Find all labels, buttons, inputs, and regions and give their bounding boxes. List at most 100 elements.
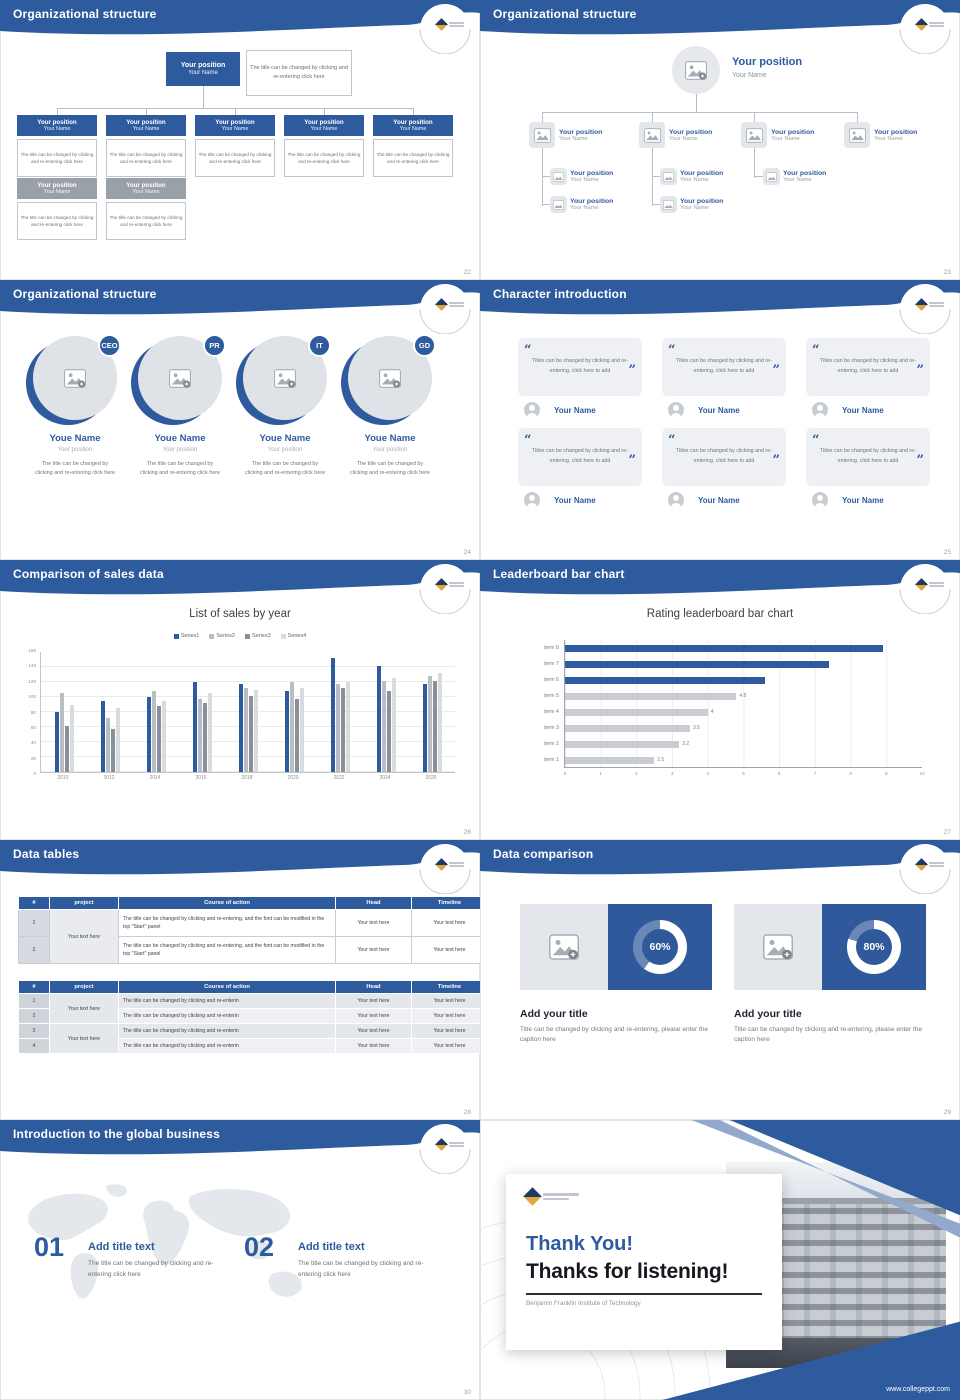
table-cell: The title can be changed by clicking and… bbox=[118, 936, 336, 964]
page-number: 22 bbox=[463, 269, 471, 276]
slide-thank-you[interactable]: Thank You! Thanks for listening! Benjami… bbox=[480, 1120, 960, 1400]
page-number: 25 bbox=[943, 549, 951, 556]
table-cell: Your text here bbox=[335, 909, 412, 937]
image-placeholder-icon bbox=[660, 168, 677, 185]
quote-text: Titles can be changed by clicking and re… bbox=[676, 358, 772, 374]
comparison-panel: 80% bbox=[734, 904, 926, 990]
connector-line bbox=[696, 94, 697, 112]
close-quote-icon: ” bbox=[916, 453, 924, 468]
person-row: Your Name bbox=[812, 492, 884, 508]
slide-header: Comparison of sales data bbox=[0, 560, 480, 614]
table-row: 4 The title can be changed by clicking a… bbox=[18, 1038, 480, 1054]
table-cell: Your text here bbox=[411, 909, 480, 937]
thank-you-title: Thank You! bbox=[526, 1233, 634, 1255]
profile-note: The title can be changed by clicking and… bbox=[35, 461, 115, 477]
name-label: Your Name bbox=[399, 126, 427, 132]
header-banner-graphic bbox=[0, 280, 480, 334]
step-number: 01 bbox=[34, 1232, 65, 1262]
position-label: Your position bbox=[559, 128, 603, 136]
quote-text: Titles can be changed by clicking and re… bbox=[820, 358, 916, 374]
quote-card: “Titles can be changed by clicking and r… bbox=[662, 338, 786, 396]
slide-27-leaderboard-bar-chart[interactable]: Leaderboard bar chart Rating leaderboard… bbox=[480, 560, 960, 840]
image-placeholder bbox=[734, 904, 822, 990]
slide-header: Organizational structure bbox=[480, 0, 960, 54]
connector-line bbox=[652, 112, 653, 122]
slide-title: Data comparison bbox=[493, 847, 594, 861]
table-cell: Your text here bbox=[411, 936, 480, 964]
name-label: Your Name bbox=[559, 135, 588, 142]
image-placeholder-icon bbox=[379, 368, 401, 388]
panel-caption: Title can be changed by clicking and re-… bbox=[520, 1026, 709, 1044]
image-placeholder-icon bbox=[550, 168, 567, 185]
table-header-cell: Course of action bbox=[118, 980, 336, 994]
name-label: Your Name bbox=[132, 189, 160, 195]
person-avatar-icon bbox=[812, 402, 828, 418]
table-cell: Your text here bbox=[411, 1008, 480, 1024]
person-row: Your Name bbox=[524, 402, 596, 418]
step-title: Add title text bbox=[298, 1241, 365, 1253]
header-banner-graphic bbox=[0, 560, 480, 614]
connector-line bbox=[754, 112, 755, 122]
profile-name: Youe Name bbox=[259, 433, 311, 444]
connector-line bbox=[754, 148, 755, 178]
image-placeholder-icon bbox=[763, 934, 793, 960]
slide-title: Leaderboard bar chart bbox=[493, 567, 625, 581]
slide-24-organizational-structure[interactable]: Organizational structure CEO Youe Name Y… bbox=[0, 280, 480, 560]
slide-28-data-tables[interactable]: Data tables # project Course of action H… bbox=[0, 840, 480, 1120]
table-cell: Your text here bbox=[49, 909, 119, 964]
org-root-note: The title can be changed by clicking and… bbox=[246, 50, 352, 96]
sales-legend-swatch bbox=[209, 633, 215, 639]
college-logo-icon bbox=[435, 298, 464, 311]
org-branch: Your position Your Name The title can be … bbox=[373, 115, 453, 177]
position-label: Your position bbox=[126, 119, 166, 126]
legend-item: Series1 bbox=[173, 633, 199, 639]
quote-text: Titles can be changed by clicking and re… bbox=[532, 448, 628, 464]
profile-photo: GD bbox=[341, 334, 436, 425]
slide-23-organizational-structure[interactable]: Organizational structure Your position Y… bbox=[480, 0, 960, 280]
profile-card: CEO Youe Name Your position The title ca… bbox=[26, 334, 124, 479]
connector-line bbox=[542, 176, 550, 177]
connector-line bbox=[57, 108, 58, 115]
page-number: 28 bbox=[463, 1109, 471, 1116]
name-label: Your Name bbox=[783, 177, 812, 183]
thank-you-subtitle: Thanks for listening! bbox=[526, 1260, 729, 1283]
table-cell: The title can be changed by clicking and… bbox=[118, 909, 336, 937]
connector-line bbox=[542, 148, 543, 206]
header-banner-graphic bbox=[480, 0, 960, 54]
image-placeholder-icon bbox=[660, 196, 677, 213]
slide-title: Data tables bbox=[13, 847, 80, 861]
position-label: Your position bbox=[874, 128, 918, 136]
panel-caption: Title can be changed by clicking and re-… bbox=[734, 1026, 923, 1044]
header-banner-graphic bbox=[0, 0, 480, 54]
table-header-cell: Head bbox=[335, 980, 412, 994]
person-row: Your Name bbox=[812, 402, 884, 418]
profile-position: Your position bbox=[57, 447, 93, 453]
person-avatar-icon bbox=[668, 492, 684, 508]
image-placeholder-icon bbox=[741, 122, 767, 148]
table-header-cell: project bbox=[49, 980, 119, 994]
header-banner-graphic bbox=[480, 560, 960, 614]
college-logo-icon bbox=[435, 578, 464, 591]
slide-header: Data comparison bbox=[480, 840, 960, 894]
org-branch-note: The title can be changed by clicking and… bbox=[195, 139, 275, 177]
profile-note: The title can be changed by clicking and… bbox=[350, 461, 430, 477]
slide-22-organizational-structure[interactable]: Organizational structure Your position Y… bbox=[0, 0, 480, 280]
slide-26-comparison-of-sales-data[interactable]: Comparison of sales data List of sales b… bbox=[0, 560, 480, 840]
slide-29-data-comparison[interactable]: Data comparison 60% Add your title Title… bbox=[480, 840, 960, 1120]
table-header-cell: Head bbox=[335, 896, 412, 910]
quote-card: “Titles can be changed by clicking and r… bbox=[662, 428, 786, 486]
slide-30-introduction-to-the-global-business[interactable]: Introduction to the global business 01 A… bbox=[0, 1120, 480, 1400]
website-url: www.collegeppt.com bbox=[886, 1386, 950, 1393]
slide-title: Character introduction bbox=[493, 287, 627, 301]
college-logo-icon bbox=[915, 858, 944, 871]
sales-legend-swatch bbox=[245, 633, 250, 639]
profile-position: Your position bbox=[267, 447, 303, 453]
slide-header: Leaderboard bar chart bbox=[480, 560, 960, 614]
data-table-1: # project Course of action Head Timeline… bbox=[18, 896, 480, 964]
connector-line bbox=[542, 112, 857, 113]
position-label: Your position bbox=[680, 198, 724, 205]
org-branch-note: The title can be changed by clicking and… bbox=[106, 202, 186, 240]
slide-25-character-introduction[interactable]: Character introduction “Titles can be ch… bbox=[480, 280, 960, 560]
college-logo-icon bbox=[915, 578, 944, 591]
person-row: Your Name bbox=[668, 402, 740, 418]
